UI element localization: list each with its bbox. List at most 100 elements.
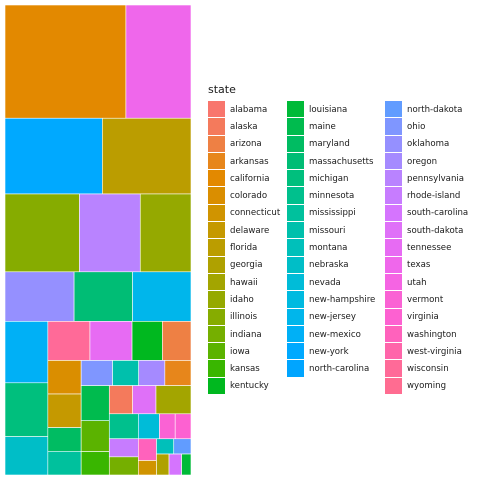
treemap-cell-new-mexico	[4, 321, 49, 384]
treemap-cell-missouri	[112, 360, 139, 386]
legend-label: alaska	[230, 121, 258, 132]
treemap-cell-delaware	[47, 393, 82, 428]
legend-item-vermont: vermont	[385, 291, 480, 309]
legend-label: wyoming	[407, 381, 447, 392]
legend-label: mississippi	[309, 208, 356, 219]
legend-item-north-carolina: north-carolina	[287, 360, 383, 378]
legend-label: virginia	[407, 312, 439, 323]
legend-label: oklahoma	[407, 139, 450, 150]
legend-swatch	[287, 118, 304, 136]
legend-item-louisiana: louisiana	[287, 101, 383, 119]
legend-item-alaska: alaska	[208, 118, 304, 136]
legend-label: maryland	[309, 139, 350, 150]
legend-item-ohio: ohio	[385, 118, 480, 136]
legend-label: new-hampshire	[309, 294, 376, 305]
legend-swatch	[385, 187, 402, 205]
legend-swatch	[287, 204, 304, 223]
legend-swatch	[385, 291, 402, 309]
legend-label: massachusetts	[309, 156, 374, 167]
legend-swatch	[208, 256, 225, 274]
legend-item-oregon: oregon	[385, 152, 480, 171]
legend-item-connecticut: connecticut	[208, 204, 304, 223]
legend-label: vermont	[407, 294, 444, 305]
legend-swatch	[208, 360, 225, 378]
legend-item-washington: washington	[385, 325, 480, 344]
legend-swatch	[287, 170, 304, 188]
legend-label: nevada	[309, 277, 341, 288]
legend-item-alabama: alabama	[208, 101, 304, 119]
legend-swatch	[385, 222, 402, 240]
legend-label: alabama	[230, 104, 268, 115]
legend-swatch	[208, 101, 225, 119]
legend-column-3: north-dakota ohio oklahoma oregon pennsylvan…	[385, 101, 480, 396]
legend-item-idaho: idaho	[208, 291, 304, 309]
legend-label: colorado	[230, 191, 268, 202]
legend-label: kentucky	[230, 381, 269, 392]
treemap-cell-louisiana	[181, 453, 192, 476]
treemap-cell-washington	[138, 438, 157, 461]
legend-swatch	[208, 273, 225, 292]
treemap-cell-vermont	[159, 413, 176, 440]
treemap-cell-pennsylvania	[79, 193, 141, 273]
legend-swatch	[287, 325, 304, 344]
legend-item-rhode-island: rhode-island	[385, 187, 480, 205]
legend-swatch	[385, 325, 402, 344]
legend-label: oregon	[407, 156, 438, 167]
legend-label: ohio	[407, 121, 426, 132]
treemap-cell-montana	[156, 438, 175, 455]
treemap-cell-illinois	[4, 193, 80, 273]
legend-item-south-carolina: south-carolina	[385, 204, 480, 223]
legend-item-arkansas: arkansas	[208, 152, 304, 171]
legend-swatch	[385, 343, 402, 361]
legend-swatch	[287, 222, 304, 240]
legend-swatch	[208, 222, 225, 240]
legend-item-pennsylvania: pennsylvania	[385, 170, 480, 188]
legend-item-georgia: georgia	[208, 256, 304, 274]
legend-label: north-carolina	[309, 364, 370, 375]
legend-label: north-dakota	[407, 104, 463, 115]
treemap-cell-maryland	[47, 427, 82, 452]
legend-swatch	[385, 101, 402, 119]
legend-item-missouri: missouri	[287, 222, 383, 240]
legend-label: west-virginia	[407, 346, 462, 357]
legend-item-illinois: illinois	[208, 308, 304, 326]
treemap-plot	[4, 4, 192, 476]
legend-swatch	[287, 187, 304, 205]
legend-swatch	[208, 204, 225, 223]
legend-item-massachusetts: massachusetts	[287, 152, 383, 171]
legend-item-wyoming: wyoming	[385, 377, 480, 396]
legend-swatch	[287, 343, 304, 361]
legend-label: new-mexico	[309, 329, 361, 340]
treemap-cell-indiana	[108, 456, 139, 476]
legend-swatch	[208, 377, 225, 396]
legend-swatch	[385, 377, 402, 396]
treemap-cell-hawaii	[155, 385, 192, 415]
treemap-cell-connecticut	[138, 460, 157, 476]
treemap-cell-maine	[80, 385, 110, 422]
legend-label: montana	[309, 243, 348, 254]
treemap-cell-virginia	[174, 413, 192, 440]
legend-label: new-jersey	[309, 312, 356, 323]
legend-item-virginia: virginia	[385, 308, 480, 326]
treemap-cell-new-york	[4, 117, 103, 195]
legend-swatch	[385, 170, 402, 188]
legend-swatch	[287, 101, 304, 119]
legend-label: louisiana	[309, 104, 348, 115]
treemap-cell-idaho	[139, 193, 192, 273]
legend-item-new-mexico: new-mexico	[287, 325, 383, 344]
legend-label: washington	[407, 329, 457, 340]
treemap-cell-arizona	[162, 321, 192, 361]
legend-label: south-carolina	[407, 208, 469, 219]
legend-item-wisconsin: wisconsin	[385, 360, 480, 378]
legend-item-colorado: colorado	[208, 187, 304, 205]
legend-column-2: louisiana maine maryland massachusetts michi…	[287, 101, 383, 378]
treemap-cell-nebraska	[4, 436, 49, 476]
legend-label: pennsylvania	[407, 173, 465, 184]
legend-swatch	[385, 308, 402, 326]
treemap-cell-kansas	[80, 451, 110, 476]
treemap-cell-rhode-island	[108, 438, 139, 458]
legend-item-mississippi: mississippi	[287, 204, 383, 223]
treemap-cell-iowa	[80, 420, 110, 452]
legend-item-nevada: nevada	[287, 273, 383, 292]
legend-item-nebraska: nebraska	[287, 256, 383, 274]
